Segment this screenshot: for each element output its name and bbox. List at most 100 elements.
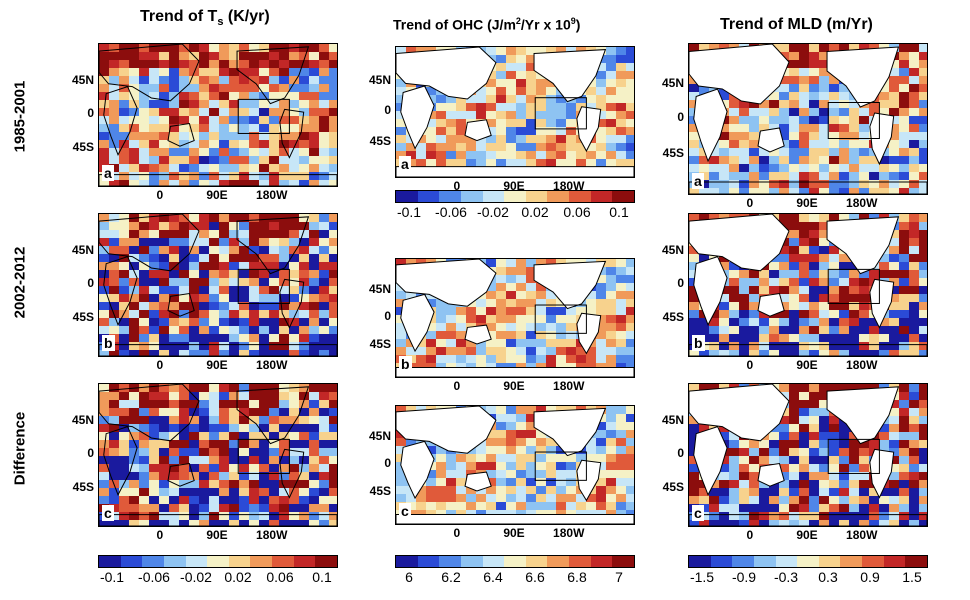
panel-label: c [692,505,704,521]
colorbar-swatch [460,191,483,202]
lat-tick-label: 0 [87,106,94,120]
coastline [279,448,305,499]
map-field [99,214,337,356]
colorbar-swatch [883,556,906,567]
colorbar-swatch [417,191,440,202]
coastline [689,514,927,526]
lat-tick-label: 45S [369,337,391,352]
coastline [693,425,728,496]
colorbar-tick-label: 6.6 [525,569,545,585]
coastline [869,278,895,329]
coastline [826,216,900,275]
row-label-2002: 2002-2012 [11,246,29,319]
coastline [576,459,602,502]
map-panel [688,213,928,357]
colorbar-tick-label: 6.2 [441,569,461,585]
coastline [279,108,305,159]
col-title-ts: Trend of Ts (K/yr) [140,8,270,29]
panel-label: a [692,173,704,189]
lon-tick-label: 0 [453,179,461,193]
lat-tick-label: 0 [384,103,391,117]
coastline [464,119,492,142]
colorbar-tick-label: 0.3 [818,569,838,585]
lon-tick-label: 90E [503,179,525,193]
colorbar-swatch [569,191,591,202]
panel-label: b [102,335,115,351]
region-box [534,97,587,130]
coastline [693,255,728,326]
colorbar-swatch [862,556,884,567]
lat-tick-label: 45S [662,146,684,160]
lon-tick-label: 90E [503,526,525,540]
lat-tick-label: 45N [71,413,94,428]
coastline [103,255,138,326]
colorbar-swatch [689,556,711,567]
lon-tick-label: 0 [746,528,754,542]
colorbar-swatch [710,556,733,567]
lon-tick-label: 180W [256,188,288,202]
lon-tick-label: 180W [256,528,288,542]
map-field [396,47,634,177]
lat-tick-label: 45N [71,73,94,88]
lon-tick-label: 180W [846,196,878,210]
coastline [533,407,607,457]
colorbar-mld [688,555,928,568]
panel-label: c [399,503,411,519]
col-title-ohc: Trend of OHC (J/m2/Yr x 109) [393,16,581,33]
region-box [534,451,587,481]
region-box [827,268,880,304]
colorbar-swatch [905,556,928,567]
colorbar-tick-label: 0.9 [860,569,880,585]
colorbar-swatch [612,191,635,202]
coastline [689,344,927,356]
colorbar-swatch [460,556,483,567]
colorbar-swatch [547,191,570,202]
colorbar-tick-label: 7 [615,569,623,585]
lon-tick-label: 180W [846,358,878,372]
coastline [99,514,337,526]
map-field [689,384,927,526]
map-panel [98,213,338,357]
lat-tick-label: 45N [368,428,391,443]
colorbar-swatch [185,556,208,567]
coastline [99,344,337,356]
colorbar-swatch [250,556,273,567]
coastline [576,106,602,153]
lon-tick-label: 180W [553,526,585,540]
lat-tick-label: 45N [71,243,94,258]
lon-tick-label: 0 [746,196,754,210]
colorbar-tick-label: 6.4 [483,569,503,585]
colorbar-tick-label: -0.1 [99,569,125,585]
coastline [689,44,790,105]
colorbar-tick-label: 0.1 [312,569,332,585]
colorbar-tick-label: 0.1 [609,204,629,220]
map-panel [688,43,928,195]
colorbar-swatch [482,191,505,202]
region-box [237,438,290,474]
lat-tick-label: 45N [368,281,391,296]
panel-label: b [399,356,412,372]
lat-tick-label: 0 [384,456,391,470]
coastline [396,166,634,177]
colorbar-swatch [439,556,461,567]
map-field [689,214,927,356]
lon-tick-label: 0 [156,188,164,202]
coastline [693,88,728,163]
coastline [757,292,785,317]
colorbar-swatch [272,556,294,567]
colorbar-swatch [797,556,819,567]
colorbar-swatch [525,556,548,567]
lat-tick-label: 45S [369,134,391,149]
colorbar-swatch [547,556,570,567]
lat-tick-label: 45S [72,140,94,155]
lat-tick-label: 0 [87,276,94,290]
lon-tick-label: 0 [453,526,461,540]
region-box [534,304,587,334]
colorbar-tick-label: 6 [405,569,413,585]
map-panel [395,405,635,525]
lat-tick-label: 45S [72,480,94,495]
colorbar-ohc-bottom [395,555,635,568]
colorbar-swatch [504,556,526,567]
colorbar-swatch [396,191,418,202]
